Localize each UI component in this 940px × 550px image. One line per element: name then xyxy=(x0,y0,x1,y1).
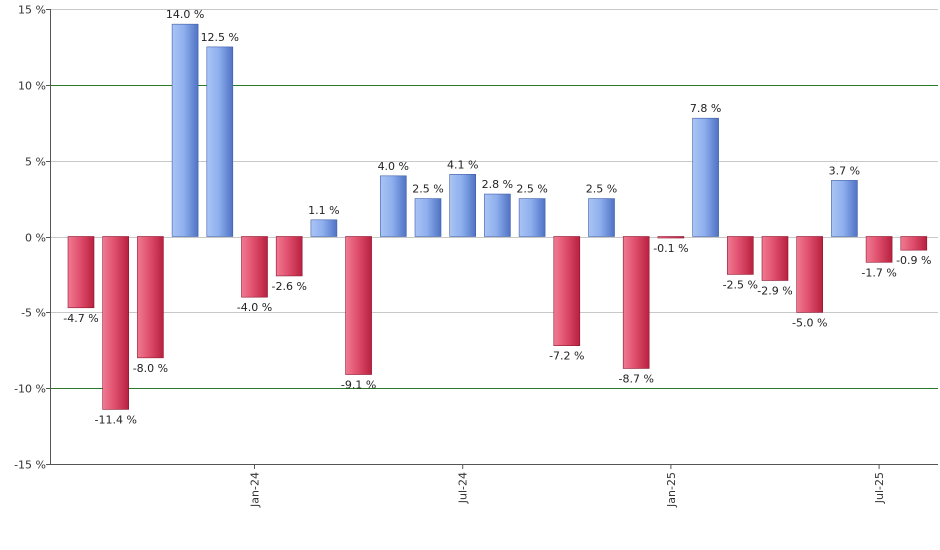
bars xyxy=(67,23,928,410)
data-label: -1.7 % xyxy=(861,266,896,279)
x-tick-label: Jan-25 xyxy=(665,472,678,508)
data-label: 7.8 % xyxy=(690,102,721,115)
data-label: -2.9 % xyxy=(757,284,792,297)
y-tick-label: -15 % xyxy=(14,459,46,472)
bar xyxy=(657,236,685,239)
data-label: -7.2 % xyxy=(549,350,584,363)
bar xyxy=(137,236,164,359)
data-label: -5.0 % xyxy=(792,316,827,329)
data-label: 2.8 % xyxy=(482,178,513,191)
bar xyxy=(553,236,581,346)
bar xyxy=(241,236,268,298)
data-label: 14.0 % xyxy=(166,8,204,21)
data-label: -0.1 % xyxy=(653,242,688,255)
data-label: 1.1 % xyxy=(308,204,339,217)
data-label: -4.0 % xyxy=(237,301,272,314)
data-label: -8.7 % xyxy=(618,372,653,385)
data-label: 2.5 % xyxy=(516,183,547,196)
y-tick-label: 10 % xyxy=(18,80,46,93)
y-tick-label: 0 % xyxy=(25,232,46,245)
bar xyxy=(414,198,442,237)
data-labels: -4.7 % -11.4 % -8.0 % 14.0 % 12.5 % -4.0 % -2.… xyxy=(63,8,931,426)
data-label: 4.1 % xyxy=(447,158,478,171)
bar xyxy=(102,236,129,410)
bar xyxy=(310,219,338,237)
y-tick-label: -5 % xyxy=(21,307,46,320)
bar xyxy=(345,236,372,375)
x-tick-label: Jan-24 xyxy=(249,472,262,508)
bar xyxy=(449,174,477,237)
bar xyxy=(692,117,719,237)
x-tick-label: Jul-25 xyxy=(873,472,886,504)
data-label: -8.0 % xyxy=(133,362,168,375)
data-label: -11.4 % xyxy=(94,413,136,426)
bar xyxy=(831,180,858,237)
x-tick-label: Jul-24 xyxy=(457,472,470,504)
bar xyxy=(379,175,407,237)
data-label: 2.5 % xyxy=(412,183,443,196)
data-label: -9.1 % xyxy=(341,379,376,392)
data-label: -0.9 % xyxy=(896,254,931,267)
bar xyxy=(865,236,893,263)
data-label: 3.7 % xyxy=(829,164,860,177)
bar xyxy=(726,236,754,275)
axes: 15 % 10 % 5 % 0 % -5 % -10 % -15 % Jan-24 Jul-24… xyxy=(14,4,938,508)
data-label: 12.5 % xyxy=(201,31,239,44)
data-label: 2.5 % xyxy=(586,183,617,196)
bar xyxy=(588,198,615,237)
bar xyxy=(206,46,234,237)
bar xyxy=(67,236,95,309)
bar xyxy=(518,198,546,237)
bar xyxy=(484,193,511,237)
bar xyxy=(900,236,928,251)
data-label: 4.0 % xyxy=(378,160,409,173)
y-tick-label: 5 % xyxy=(25,156,46,169)
y-tick-label: -10 % xyxy=(14,383,46,396)
bar xyxy=(761,236,789,281)
data-label: -4.7 % xyxy=(63,312,98,325)
bar xyxy=(796,236,824,313)
bar xyxy=(622,236,650,369)
data-label: -2.5 % xyxy=(723,278,758,291)
data-label: -2.6 % xyxy=(271,280,306,293)
bar xyxy=(275,236,303,277)
bar xyxy=(171,23,199,237)
y-tick-label: 15 % xyxy=(18,4,46,17)
